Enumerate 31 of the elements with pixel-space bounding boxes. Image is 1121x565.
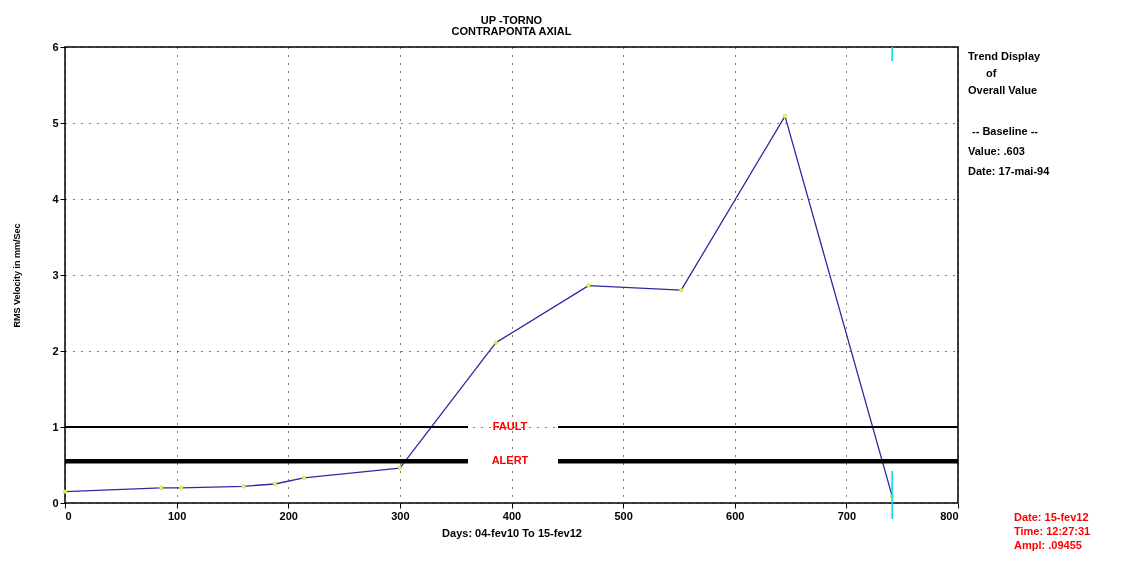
x-tick-label: 300: [391, 509, 410, 522]
text: Overall Value: [968, 84, 1038, 96]
y-tick-label: 3: [52, 268, 59, 281]
x-tick-label: 600: [726, 509, 745, 522]
y-tick-label: 6: [52, 40, 59, 53]
x-tick-label: 400: [502, 509, 522, 522]
x-tick-label: 0: [65, 509, 72, 522]
x-tick-label: 500: [614, 509, 633, 522]
y-axis-title: RMS Velocity in mm/Sec: [12, 223, 23, 328]
chart-title: UP -TORNO: [480, 14, 543, 26]
y-tick-label: 4: [52, 192, 60, 205]
x-tick-label: 100: [167, 509, 187, 522]
text: Value: .603: [968, 145, 1025, 157]
text: -- Baseline --: [972, 125, 1039, 137]
text: Trend Display: [968, 50, 1042, 62]
text: Date: 15-fev12: [1014, 511, 1089, 523]
ref-line-label: ALERT: [491, 454, 529, 467]
x-tick-label: 700: [837, 509, 857, 522]
text: Ampl: .09455: [1014, 539, 1082, 551]
text: Date: 17-mai-94: [968, 165, 1051, 177]
chart-subtitle: CONTRAPONTA AXIAL: [451, 25, 572, 37]
ref-line-label: FAULT: [492, 420, 528, 432]
y-tick-label: 0: [52, 496, 59, 509]
x-tick-label: 800: [940, 509, 959, 522]
x-axis-title: Days: 04-fev10 To 15-fev12: [442, 526, 582, 539]
text: Time: 12:27:31: [1014, 525, 1091, 537]
y-tick-label: 2: [52, 344, 59, 357]
y-tick-label: 5: [52, 116, 59, 129]
y-tick-label: 1: [52, 420, 59, 433]
x-tick-label: 200: [279, 509, 298, 522]
text: of: [986, 67, 997, 79]
